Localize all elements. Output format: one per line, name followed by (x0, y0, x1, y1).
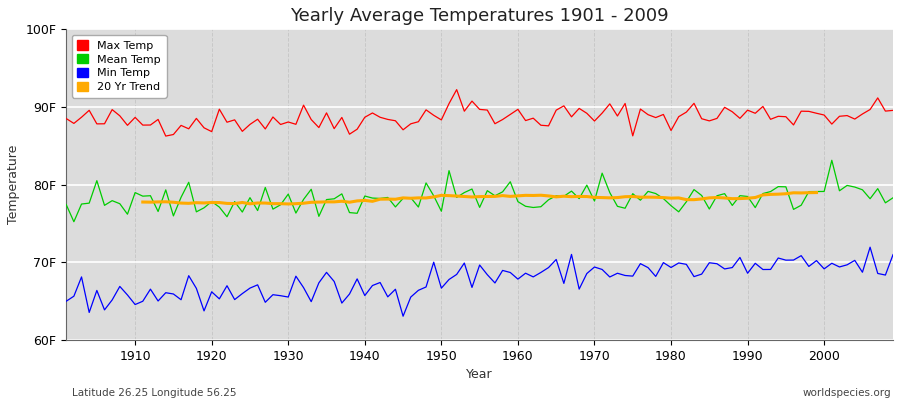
Text: worldspecies.org: worldspecies.org (803, 388, 891, 398)
Legend: Max Temp, Mean Temp, Min Temp, 20 Yr Trend: Max Temp, Mean Temp, Min Temp, 20 Yr Tre… (72, 35, 166, 98)
Y-axis label: Temperature: Temperature (7, 145, 20, 224)
Title: Yearly Average Temperatures 1901 - 2009: Yearly Average Temperatures 1901 - 2009 (291, 7, 669, 25)
Text: Latitude 26.25 Longitude 56.25: Latitude 26.25 Longitude 56.25 (72, 388, 237, 398)
X-axis label: Year: Year (466, 368, 493, 381)
